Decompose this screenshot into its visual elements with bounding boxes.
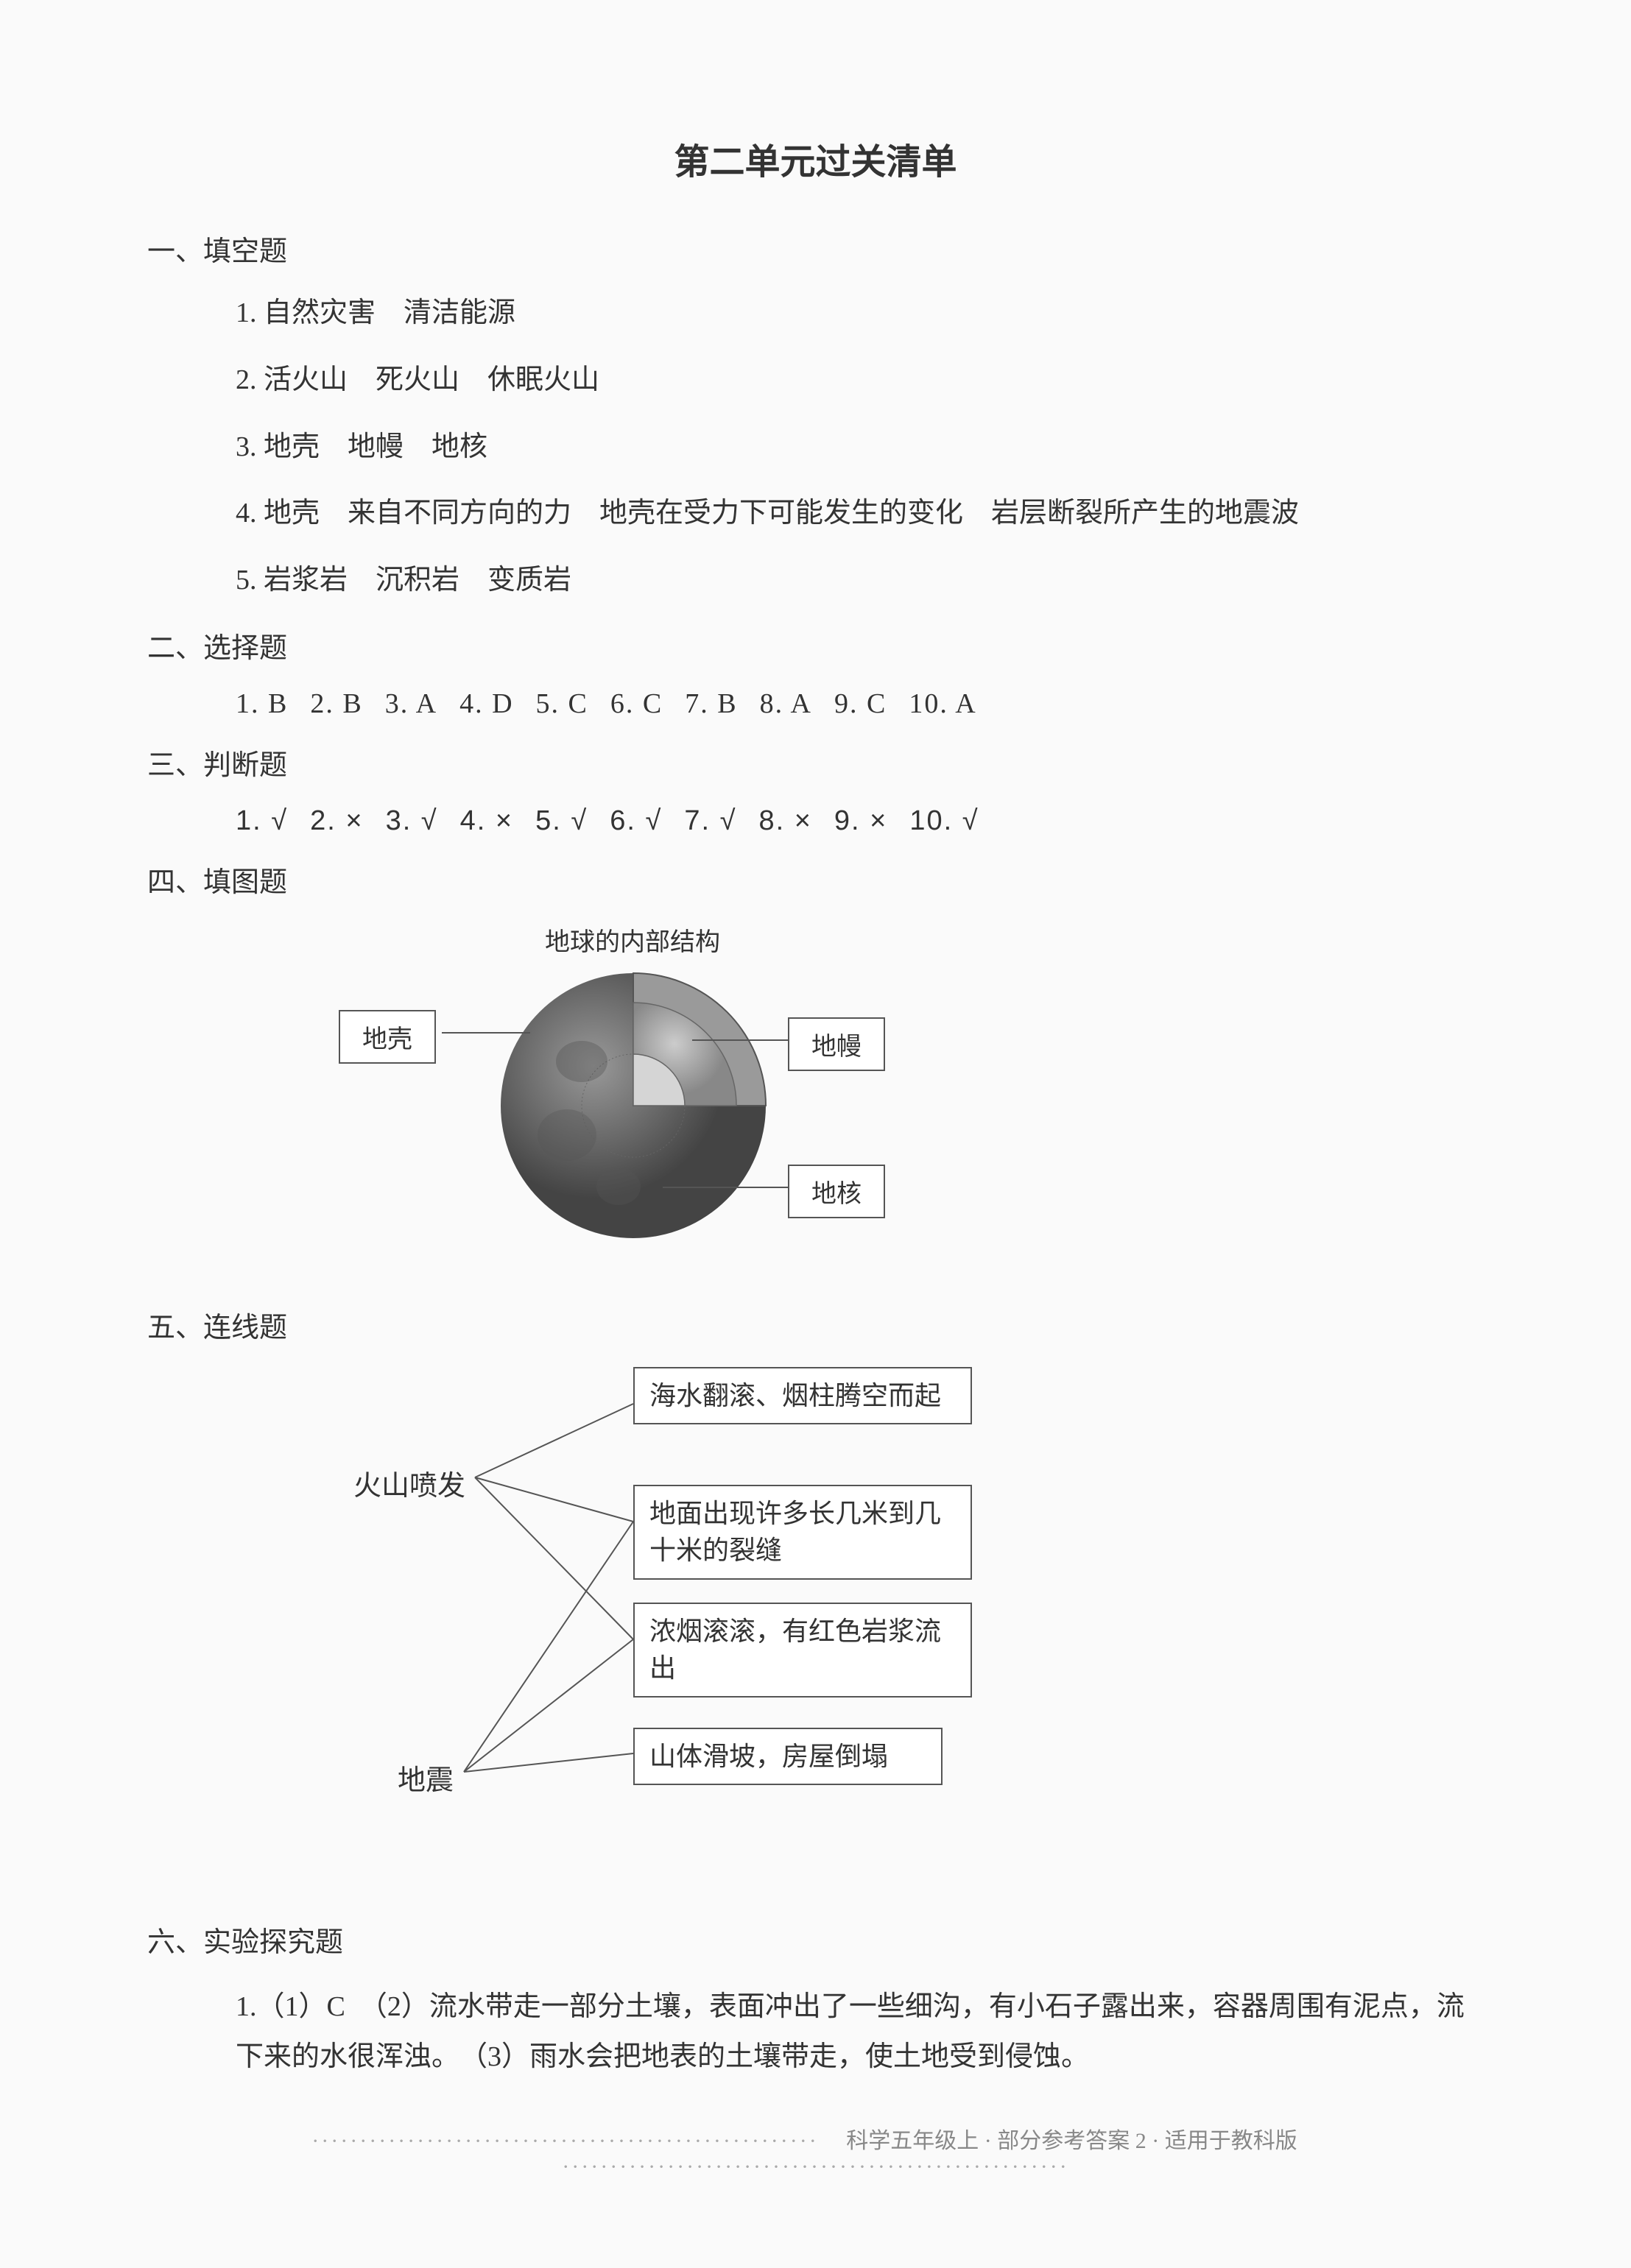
judge-answer: 10. √	[909, 805, 979, 836]
fill-blank-item: 5. 岩浆岩 沉积岩 变质岩	[236, 558, 1484, 603]
label-crust: 地壳	[339, 1010, 436, 1064]
choice-answer: 4. D	[459, 688, 513, 719]
choice-answer: 1. B	[236, 688, 288, 719]
leader-line	[442, 1032, 530, 1034]
section-diagram-heading: 四、填图题	[147, 859, 1484, 900]
experiment-text: 1.（1）C （2）流水带走一部分土壤，表面冲出了一些细沟，有小石子露出来，容器…	[236, 1982, 1484, 2082]
fill-blank-item: 3. 地壳 地幔 地核	[236, 425, 1484, 470]
judge-answer: 4. ×	[460, 805, 513, 836]
section-experiment-heading: 六、实验探究题	[147, 1919, 1484, 1960]
label-mantle: 地幔	[788, 1017, 885, 1071]
fill-blank-item: 2. 活火山 死火山 休眠火山	[236, 358, 1484, 403]
judge-answer: 6. √	[610, 805, 662, 836]
judge-answer: 1. √	[236, 805, 288, 836]
fill-blank-item: 1. 自然灾害 清洁能源	[236, 291, 1484, 336]
section-matching-heading: 五、连线题	[147, 1304, 1484, 1345]
choice-answer: 2. B	[310, 688, 362, 719]
section-fill-blank-heading: 一、填空题	[147, 228, 1484, 269]
leader-line	[692, 1039, 788, 1041]
match-right-item: 山体滑坡，房屋倒塌	[633, 1728, 943, 1785]
earth-cutaway-icon	[501, 958, 781, 1253]
matching-diagram: 火山喷发 地震 海水翻滚、烟柱腾空而起 地面出现许多长几米到几十米的裂缝 浓烟滚…	[353, 1367, 1163, 1882]
leader-line	[663, 1187, 788, 1188]
footer-dots-left: ········································…	[311, 2129, 818, 2153]
footer-dots-right: ········································…	[562, 2155, 1068, 2179]
choice-answer: 8. A	[760, 688, 812, 719]
fill-blank-item: 4. 地壳 来自不同方向的力 地壳在受力下可能发生的变化 岩层断裂所产生的地震波	[236, 491, 1484, 536]
footer-text: 科学五年级上 · 部分参考答案 2 · 适用于教科版	[824, 2129, 1319, 2153]
diagram-title: 地球的内部结构	[545, 922, 720, 958]
match-right-item: 地面出现许多长几米到几十米的裂缝	[633, 1485, 972, 1580]
label-core: 地核	[788, 1165, 885, 1218]
choice-answers: 1. B 2. B 3. A 4. D 5. C 6. C 7. B 8. A 9. C 10. …	[236, 688, 1484, 720]
choice-answer: 6. C	[610, 688, 663, 719]
judge-answer: 8. ×	[758, 805, 811, 836]
page-footer: ········································…	[147, 2122, 1484, 2180]
choice-answer: 3. A	[385, 688, 437, 719]
judge-answers: 1. √ 2. × 3. √ 4. × 5. √ 6. √ 7. √ 8. × 9. × 10. …	[236, 805, 1484, 837]
match-left-item: 火山喷发	[353, 1463, 465, 1503]
choice-answer: 7. B	[685, 688, 737, 719]
choice-answer: 9. C	[834, 688, 887, 719]
choice-answer: 10. A	[909, 688, 976, 719]
judge-answer: 2. ×	[310, 805, 363, 836]
choice-answer: 5. C	[536, 688, 588, 719]
section-judge-heading: 三、判断题	[147, 742, 1484, 783]
match-left-item: 地震	[398, 1757, 454, 1798]
match-right-item: 海水翻滚、烟柱腾空而起	[633, 1367, 972, 1424]
page-title: 第二单元过关清单	[147, 133, 1484, 184]
judge-answer: 3. √	[386, 805, 438, 836]
judge-answer: 9. ×	[834, 805, 887, 836]
section-choice-heading: 二、选择题	[147, 625, 1484, 665]
judge-answer: 7. √	[684, 805, 736, 836]
judge-answer: 5. √	[535, 805, 588, 836]
match-right-item: 浓烟滚滚，有红色岩浆流出	[633, 1603, 972, 1698]
earth-diagram: 地球的内部结构 地壳 地幔 地核	[309, 922, 972, 1275]
